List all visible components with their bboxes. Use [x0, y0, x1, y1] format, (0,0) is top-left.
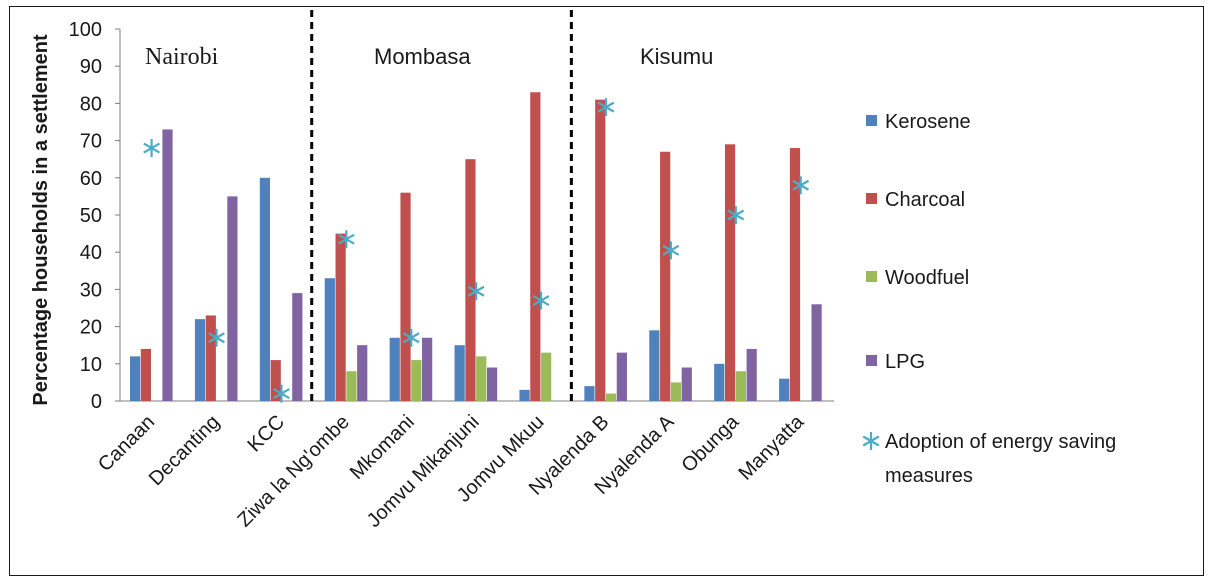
- adoption-marker: [337, 230, 355, 249]
- bar-woodfuel: [605, 393, 617, 401]
- bar-charcoal: [465, 159, 476, 401]
- legend-marker-adoption: [862, 432, 880, 450]
- bar-kerosene: [714, 363, 725, 401]
- bar-lpg: [811, 304, 822, 401]
- x-category-label: Ziwa la Ng'ombe: [233, 411, 353, 531]
- y-tick-label: 60: [80, 168, 102, 190]
- legend-label-lpg: LPG: [885, 351, 925, 373]
- bar-woodfuel: [735, 371, 746, 401]
- legend-swatch-kerosene: [866, 115, 877, 126]
- bar-lpg: [357, 345, 368, 401]
- x-category-label: Canaan: [94, 411, 159, 476]
- bar-charcoal: [140, 348, 151, 401]
- bar-lpg: [616, 352, 627, 401]
- y-tick-label: 90: [80, 56, 102, 78]
- bar-lpg: [227, 196, 238, 401]
- y-tick-label: 40: [80, 242, 102, 264]
- bar-woodfuel: [476, 356, 487, 401]
- region-label-kisumu: Kisumu: [640, 44, 713, 69]
- y-tick-label: 0: [91, 391, 102, 413]
- bar-charcoal: [530, 92, 541, 402]
- legend-label-charcoal: Charcoal: [885, 189, 965, 211]
- bar-charcoal: [270, 360, 281, 401]
- y-tick-label: 50: [80, 205, 102, 227]
- legend-swatch-woodfuel: [866, 271, 877, 282]
- adoption-marker: [273, 384, 290, 403]
- legend-swatch-lpg: [866, 355, 877, 366]
- y-tick-label: 20: [80, 317, 102, 339]
- bar-lpg: [681, 367, 692, 401]
- adoption-marker: [208, 328, 225, 347]
- bar-kerosene: [779, 378, 790, 401]
- y-tick-label: 80: [80, 93, 102, 115]
- region-label-mombasa: Mombasa: [374, 44, 471, 69]
- x-category-label: Obunga: [677, 410, 744, 477]
- bar-lpg: [162, 129, 173, 401]
- bar-charcoal: [595, 99, 606, 402]
- bar-lpg: [486, 367, 498, 401]
- adoption-marker: [792, 176, 810, 195]
- bar-charcoal: [724, 144, 736, 401]
- y-tick-label: 100: [69, 19, 102, 41]
- y-tick-label: 30: [80, 279, 102, 301]
- bar-woodfuel: [346, 371, 357, 401]
- legend-label-adoption: Adoption of energy saving measures: [885, 431, 1116, 487]
- bar-kerosene: [194, 319, 206, 401]
- y-tick-label: 10: [80, 354, 102, 376]
- legend-swatch-charcoal: [866, 193, 877, 204]
- bar-lpg: [422, 337, 433, 401]
- y-tick-label: 70: [80, 131, 102, 153]
- bar-kerosene: [389, 337, 400, 401]
- bar-kerosene: [259, 177, 271, 401]
- bar-lpg: [746, 348, 757, 401]
- adoption-marker: [467, 282, 485, 301]
- bar-woodfuel: [541, 352, 552, 401]
- bar-charcoal: [400, 192, 411, 401]
- adoption-marker: [143, 139, 160, 158]
- bar-charcoal: [660, 151, 671, 401]
- bar-kerosene: [584, 386, 595, 401]
- bar-woodfuel: [411, 360, 422, 401]
- legend-label-woodfuel: Woodfuel: [885, 267, 969, 289]
- bar-kerosene: [130, 356, 141, 401]
- x-category-label: Decanting: [145, 411, 224, 490]
- x-category-label: KCC: [244, 411, 289, 456]
- bar-kerosene: [454, 345, 465, 401]
- adoption-marker: [727, 206, 745, 224]
- bar-charcoal: [789, 148, 801, 401]
- bar-woodfuel: [670, 382, 682, 401]
- adoption-marker: [402, 328, 420, 347]
- bar-kerosene: [649, 330, 660, 401]
- y-axis-title: Percentage households in a settlement: [30, 34, 52, 406]
- x-category-label: Manyatta: [734, 410, 808, 484]
- bar-charcoal: [335, 233, 346, 401]
- bar-kerosene: [324, 278, 335, 401]
- adoption-marker: [662, 241, 680, 260]
- bar-lpg: [292, 293, 303, 401]
- bar-charcoal: [205, 315, 216, 401]
- adoption-marker: [597, 98, 615, 117]
- bar-kerosene: [519, 389, 530, 401]
- x-category-label: Jomvu Mikanjuni: [363, 411, 484, 532]
- legend-label-kerosene: Kerosene: [885, 111, 971, 133]
- adoption-marker: [532, 291, 550, 310]
- region-label-nairobi: Nairobi: [145, 44, 219, 70]
